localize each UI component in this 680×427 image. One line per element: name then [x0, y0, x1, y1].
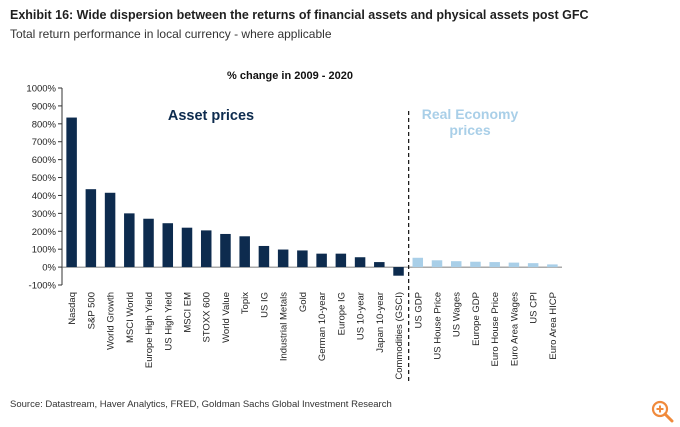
- x-tick-label: World Value: [221, 292, 232, 343]
- y-tick-label: 200%: [32, 227, 57, 238]
- x-tick-label: STOXX 600: [202, 292, 213, 343]
- bar-stoxx-600: [200, 230, 212, 268]
- y-tick-label: 1000%: [26, 84, 56, 95]
- bar-europe-gdp: [470, 261, 481, 268]
- y-axis: -100% 0% 100% 200% 300% 400% 500% 600% 700% 800% 9…: [26, 84, 562, 292]
- y-tick-label: 500%: [32, 173, 57, 184]
- real-economy-annotation-line2: prices: [449, 122, 490, 138]
- y-tick-label: 0%: [42, 263, 56, 274]
- bar-topix: [239, 236, 250, 268]
- bar-euro-area-hicp: [547, 264, 558, 268]
- x-tick-label: Japan 10-year: [375, 292, 386, 353]
- x-tick-label: Europe GDP: [471, 292, 482, 346]
- bar-s-p-500: [85, 189, 97, 268]
- real-economy-annotation-line1: Real Economy: [422, 106, 519, 122]
- x-tick-label: World Growth: [106, 292, 117, 350]
- x-tick-label: US GDP: [413, 292, 424, 328]
- y-tick-label: 900%: [32, 101, 57, 112]
- x-tick-label: US High Yield: [163, 292, 174, 351]
- y-tick-label: 700%: [32, 137, 57, 148]
- x-tick-label: German 10-year: [317, 292, 328, 361]
- real-economy-annotation: Real Economy prices: [422, 106, 519, 138]
- bar-us-high-yield: [162, 223, 174, 268]
- y-tick-label: 100%: [32, 245, 57, 256]
- bar-msci-em: [181, 227, 193, 268]
- bar-industrial-metals: [277, 249, 289, 268]
- bar-commodities-gsci: [393, 267, 404, 276]
- bar-msci-world: [124, 213, 135, 268]
- bar-europe-ig: [335, 253, 347, 268]
- x-tick-label: US CPI: [529, 292, 540, 324]
- y-tick-label: 600%: [32, 155, 57, 166]
- bar-us-gdp: [412, 257, 424, 268]
- y-tick-label: 300%: [32, 209, 57, 220]
- x-tick-label: US House Price: [433, 292, 444, 360]
- chart-title: % change in 2009 - 2020: [227, 70, 353, 82]
- bar-us-cpi: [527, 263, 539, 268]
- exhibit-subtitle: Total return performance in local curren…: [10, 27, 332, 41]
- y-tick-label: 800%: [32, 119, 57, 130]
- x-tick-label: Commodities (GSCI): [394, 292, 405, 380]
- asset-prices-annotation: Asset prices: [168, 108, 254, 124]
- bar-nasdaq: [66, 117, 77, 268]
- bar-german-10-year: [316, 253, 327, 268]
- bars: [66, 117, 558, 276]
- bar-chart: % change in 2009 - 2020 -100% 0% 100% 200% 3…: [26, 70, 562, 381]
- exhibit-title: Exhibit 16: Wide dispersion between the …: [10, 8, 589, 22]
- x-tick-label: Industrial Metals: [279, 292, 290, 361]
- x-axis-labels: Nasdaq S&P 500 World Growth MSCI World Europ…: [67, 292, 559, 380]
- bar-world-growth: [104, 192, 116, 268]
- x-tick-label: Europe High Yield: [144, 292, 155, 368]
- bar-euro-house-price: [489, 262, 500, 268]
- bar-us-10-year: [354, 257, 366, 268]
- x-tick-label: S&P 500: [86, 292, 97, 329]
- x-tick-label: Euro Area Wages: [509, 292, 520, 366]
- source-note: Source: Datastream, Haver Analytics, FRE…: [10, 399, 392, 410]
- x-tick-label: MSCI EM: [183, 292, 194, 333]
- bar-gold: [297, 250, 308, 268]
- x-tick-label: Nasdaq: [67, 292, 78, 325]
- bar-euro-area-wages: [508, 262, 520, 268]
- x-tick-label: US IG: [259, 292, 270, 318]
- bar-us-house-price: [431, 260, 443, 268]
- bar-europe-high-yield: [143, 218, 154, 268]
- x-tick-label: Gold: [298, 292, 309, 312]
- zoom-in-icon[interactable]: [650, 399, 676, 423]
- bar-world-value: [220, 233, 231, 268]
- x-tick-label: Euro House Price: [490, 292, 501, 366]
- x-tick-label: MSCI World: [125, 292, 136, 343]
- x-tick-label: US 10-year: [356, 292, 367, 340]
- x-tick-label: US Wages: [452, 292, 463, 337]
- bar-japan-10-year: [374, 262, 385, 268]
- x-tick-label: Euro Area HICP: [548, 292, 559, 360]
- bar-us-ig: [258, 245, 270, 268]
- bar-us-wages: [450, 261, 462, 268]
- y-tick-label: 400%: [32, 191, 57, 202]
- x-tick-label: Europe IG: [336, 292, 347, 335]
- x-tick-label: Topix: [240, 292, 251, 314]
- y-tick-label: -100%: [29, 281, 57, 292]
